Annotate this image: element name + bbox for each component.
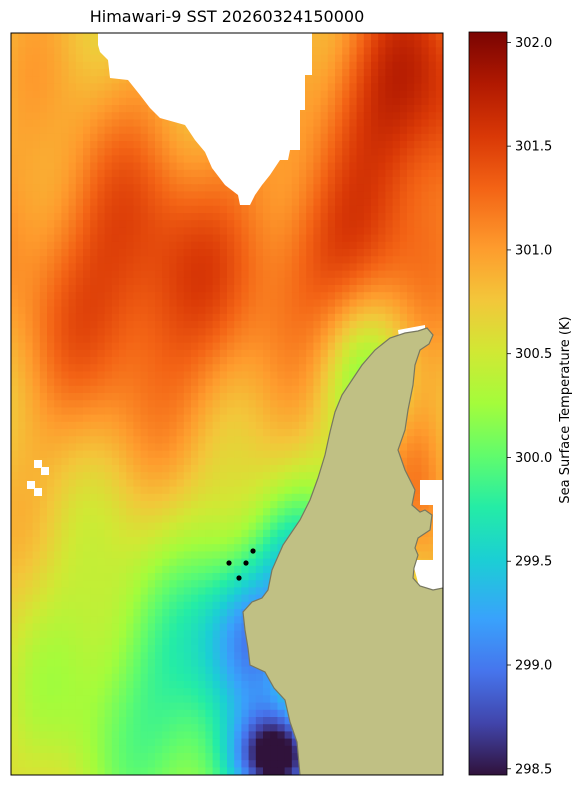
colorbar-tick-label: 301.5 xyxy=(515,140,552,155)
cloud-gap-top xyxy=(98,33,312,205)
station-markers xyxy=(226,548,256,581)
map-title: Himawari-9 SST 20260324150000 xyxy=(89,7,365,26)
colorbar-ticks: 298.5 299.0 299.5 300.0 300.5 301.0 301.5 302.0 xyxy=(507,36,552,777)
colorbar: 298.5 299.0 299.5 300.0 300.5 301.0 301.5 302.0… xyxy=(468,31,573,777)
gap-left-3 xyxy=(27,481,35,489)
gap-east-3 xyxy=(412,560,443,590)
station-marker xyxy=(226,560,232,566)
colorbar-tick-label: 299.5 xyxy=(515,555,552,570)
gap-left-2 xyxy=(41,467,49,475)
station-marker xyxy=(236,575,242,581)
station-marker xyxy=(250,548,256,554)
colorbar-gradient xyxy=(468,31,508,776)
colorbar-tick-label: 302.0 xyxy=(515,36,552,51)
gap-left-4 xyxy=(34,488,42,496)
colorbar-tick-label: 298.5 xyxy=(515,762,552,777)
peninsula xyxy=(242,327,443,775)
colorbar-label: Sea Surface Temperature (K) xyxy=(558,316,573,503)
colorbar-tick-label: 299.0 xyxy=(515,659,552,674)
colorbar-tick-label: 301.0 xyxy=(515,243,552,258)
map-frame xyxy=(10,32,444,776)
colorbar-tick-label: 300.0 xyxy=(515,451,552,466)
land-mass xyxy=(242,327,443,775)
gap-east-2 xyxy=(420,480,443,560)
station-marker xyxy=(243,560,249,566)
colorbar-tick-label: 300.5 xyxy=(515,347,552,362)
gap-left-1 xyxy=(34,460,42,468)
